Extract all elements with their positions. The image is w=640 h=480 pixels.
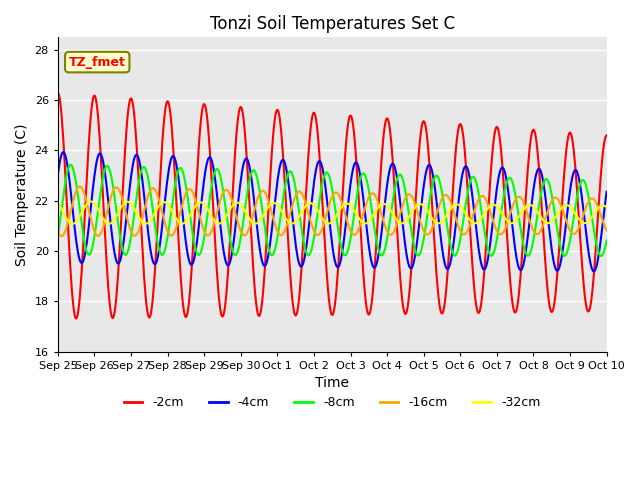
- -16cm: [58, 233, 65, 239]
- -8cm: [64, 167, 72, 173]
- -2cm: [206, 146, 214, 152]
- -8cm: [603, 238, 611, 243]
- -32cm: [178, 221, 186, 227]
- Line: -16cm: -16cm: [58, 186, 607, 236]
- -4cm: [177, 193, 184, 199]
- -32cm: [122, 199, 130, 205]
- -8cm: [177, 165, 184, 171]
- Text: TZ_fmet: TZ_fmet: [69, 56, 125, 69]
- -2cm: [416, 141, 424, 146]
- -2cm: [72, 316, 80, 322]
- -32cm: [64, 217, 72, 223]
- -16cm: [417, 219, 424, 225]
- -32cm: [603, 204, 611, 210]
- -8cm: [400, 180, 408, 185]
- -2cm: [177, 275, 184, 280]
- -4cm: [60, 149, 67, 155]
- -16cm: [65, 217, 72, 223]
- X-axis label: Time: Time: [316, 376, 349, 390]
- -2cm: [64, 218, 72, 224]
- Y-axis label: Soil Temperature (C): Soil Temperature (C): [15, 123, 29, 266]
- -16cm: [54, 228, 61, 234]
- -16cm: [122, 210, 130, 216]
- -8cm: [416, 252, 424, 257]
- -2cm: [121, 148, 129, 154]
- -32cm: [207, 212, 214, 217]
- -4cm: [416, 217, 424, 223]
- -16cm: [76, 183, 84, 189]
- -2cm: [400, 307, 408, 312]
- -16cm: [401, 197, 408, 203]
- Line: -32cm: -32cm: [58, 202, 607, 224]
- -8cm: [67, 162, 75, 168]
- -4cm: [65, 170, 72, 176]
- -8cm: [54, 233, 61, 239]
- -32cm: [54, 201, 61, 206]
- -4cm: [54, 172, 61, 178]
- -4cm: [206, 155, 214, 160]
- -4cm: [121, 228, 129, 233]
- -32cm: [401, 219, 408, 225]
- -8cm: [206, 195, 214, 201]
- Legend: -2cm, -4cm, -8cm, -16cm, -32cm: -2cm, -4cm, -8cm, -16cm, -32cm: [118, 391, 546, 414]
- -4cm: [400, 229, 408, 235]
- Line: -4cm: -4cm: [58, 152, 607, 271]
- -16cm: [603, 228, 611, 233]
- -32cm: [68, 221, 76, 227]
- -4cm: [603, 189, 611, 195]
- -2cm: [603, 132, 611, 138]
- -32cm: [87, 199, 95, 204]
- -8cm: [598, 253, 605, 259]
- -16cm: [207, 230, 214, 236]
- -4cm: [590, 268, 598, 274]
- -32cm: [417, 201, 424, 207]
- -8cm: [121, 252, 129, 258]
- -2cm: [54, 90, 61, 96]
- -16cm: [178, 205, 186, 211]
- Line: -2cm: -2cm: [58, 93, 607, 319]
- Title: Tonzi Soil Temperatures Set C: Tonzi Soil Temperatures Set C: [210, 15, 455, 33]
- Line: -8cm: -8cm: [58, 165, 607, 256]
